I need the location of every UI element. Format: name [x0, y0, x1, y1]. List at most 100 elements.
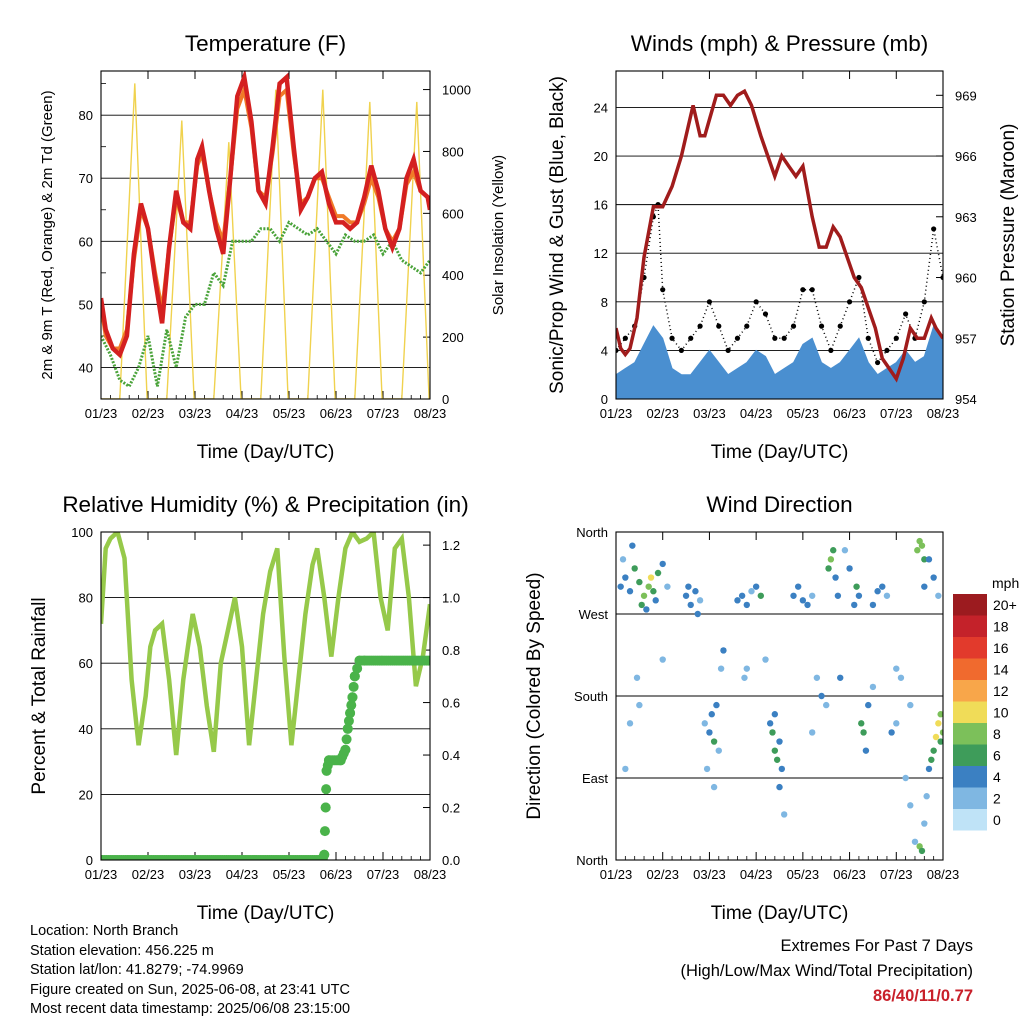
temperature-xtick-label: 05/23 — [273, 406, 306, 421]
direction-point — [664, 583, 671, 590]
precip-point — [340, 744, 351, 755]
direction-point — [834, 592, 842, 599]
winds-ytick-label: 16 — [594, 198, 608, 213]
temperature-plot-area — [101, 71, 430, 399]
direction-ytick-label: North — [576, 525, 608, 540]
temperature-xtick-label: 03/23 — [179, 406, 212, 421]
direction-point — [636, 701, 643, 709]
winds-xtick-label: 01/23 — [600, 406, 633, 421]
gust-point — [622, 335, 628, 341]
legend-label: 12 — [993, 683, 1009, 699]
direction-point — [715, 747, 722, 754]
precip-point — [319, 849, 330, 860]
panel-temperature: Temperature (F) 40 50 60 70 80 01/23 02/23 03/23… — [39, 31, 507, 463]
precip-point — [346, 700, 357, 711]
direction-point — [862, 747, 870, 754]
direction-point — [921, 820, 928, 827]
direction-xtick-label: 08/23 — [927, 867, 960, 882]
temperature-xlabel: Time (Day/UTC) — [197, 442, 335, 463]
solar-insolation-line — [101, 83, 430, 399]
direction-point — [914, 547, 921, 554]
temperature-y2tick-label: 0 — [442, 392, 449, 407]
gust-point — [616, 347, 619, 354]
direction-point — [804, 601, 811, 609]
direction-point — [832, 574, 839, 581]
humidity-ytick-label: 60 — [79, 656, 93, 671]
direction-point — [743, 665, 750, 672]
direction-point — [918, 847, 926, 855]
panel-winds: Winds (mph) & Pressure (mb) 0 4 8 12 16 20 24 01… — [547, 31, 1019, 463]
temperature-ylabel: 2m & 9m T (Red, Orange) & 2m Td (Green) — [39, 90, 56, 379]
direction-point — [930, 747, 937, 754]
temperature-xtick-label: 02/23 — [132, 406, 165, 421]
temperature-ytick-label: 80 — [79, 108, 93, 123]
direction-point — [685, 583, 692, 590]
figure-created: Figure created on Sun, 2025-06-08, at 23… — [30, 981, 350, 998]
direction-point — [809, 729, 816, 736]
gust-point — [931, 226, 937, 232]
direction-point — [771, 747, 779, 754]
direction-xlabel: Time (Day/UTC) — [711, 903, 849, 924]
temperature-ytick-label: 70 — [79, 171, 93, 186]
direction-point — [717, 665, 725, 672]
direction-point — [713, 701, 720, 709]
winds-xtick-label: 03/23 — [693, 406, 726, 421]
dewpoint-line — [101, 220, 430, 389]
winds-ytick-label: 12 — [594, 246, 608, 261]
humidity-ytick-label: 0 — [86, 853, 93, 868]
precip-point — [425, 655, 430, 666]
direction-point — [858, 720, 865, 727]
winds-ytick-label: 8 — [601, 295, 608, 310]
winds-xtick-label: 08/23 — [927, 406, 960, 421]
direction-point — [932, 733, 940, 741]
direction-xtick-label: 03/23 — [693, 867, 726, 882]
direction-point — [769, 729, 776, 736]
legend-swatch — [953, 615, 987, 637]
humidity-xtick-label: 05/23 — [273, 867, 306, 882]
temperature-ytick-label: 50 — [79, 297, 93, 312]
direction-point — [692, 588, 699, 595]
sonic-wind-area — [616, 325, 943, 399]
legend-swatch — [953, 701, 987, 723]
direction-point — [706, 729, 713, 736]
direction-point — [776, 738, 783, 745]
humidity-xtick-label: 03/23 — [179, 867, 212, 882]
legend-label: 10 — [993, 705, 1009, 721]
pressure-line — [616, 88, 943, 383]
legend-swatch — [953, 658, 987, 680]
legend-label: 20+ — [993, 597, 1017, 613]
direction-point — [925, 765, 933, 773]
winds-y2tick-label: 966 — [955, 149, 977, 164]
plot-frame — [100, 70, 431, 400]
temperature-xtick-label: 08/23 — [414, 406, 447, 421]
direction-point — [846, 565, 853, 572]
direction-point — [687, 601, 694, 609]
direction-point — [935, 720, 942, 727]
direction-ylabel: Direction (Colored By Speed) — [524, 572, 545, 819]
temperature-xtick-label: 06/23 — [320, 406, 353, 421]
temperature-y2tick-label: 600 — [442, 206, 464, 221]
precip-point — [347, 692, 358, 703]
direction-point — [937, 738, 943, 745]
direction-point — [659, 560, 666, 568]
temperature-xtick-label: 01/23 — [85, 406, 118, 421]
gust-point — [772, 335, 778, 341]
legend-swatch — [953, 637, 987, 659]
gust-point — [865, 335, 871, 341]
humidity-ytick-label: 40 — [79, 722, 93, 737]
direction-point — [703, 765, 711, 773]
direction-point — [823, 701, 830, 709]
humidity-ylabel: Percent & Total Rainfall — [29, 597, 50, 794]
precip-point — [341, 734, 352, 745]
direction-xtick-label: 06/23 — [833, 867, 866, 882]
direction-point — [694, 610, 701, 618]
direction-point — [837, 674, 844, 681]
gust-point — [809, 287, 815, 293]
direction-point — [654, 569, 662, 577]
station-info: Location: North Branch Station elevation… — [30, 922, 350, 1020]
extremes-values: 86/40/11/0.77 — [872, 987, 973, 1005]
direction-point — [682, 592, 690, 599]
direction-point — [622, 574, 629, 581]
winds-xtick-label: 04/23 — [740, 406, 773, 421]
direction-point — [766, 720, 774, 727]
